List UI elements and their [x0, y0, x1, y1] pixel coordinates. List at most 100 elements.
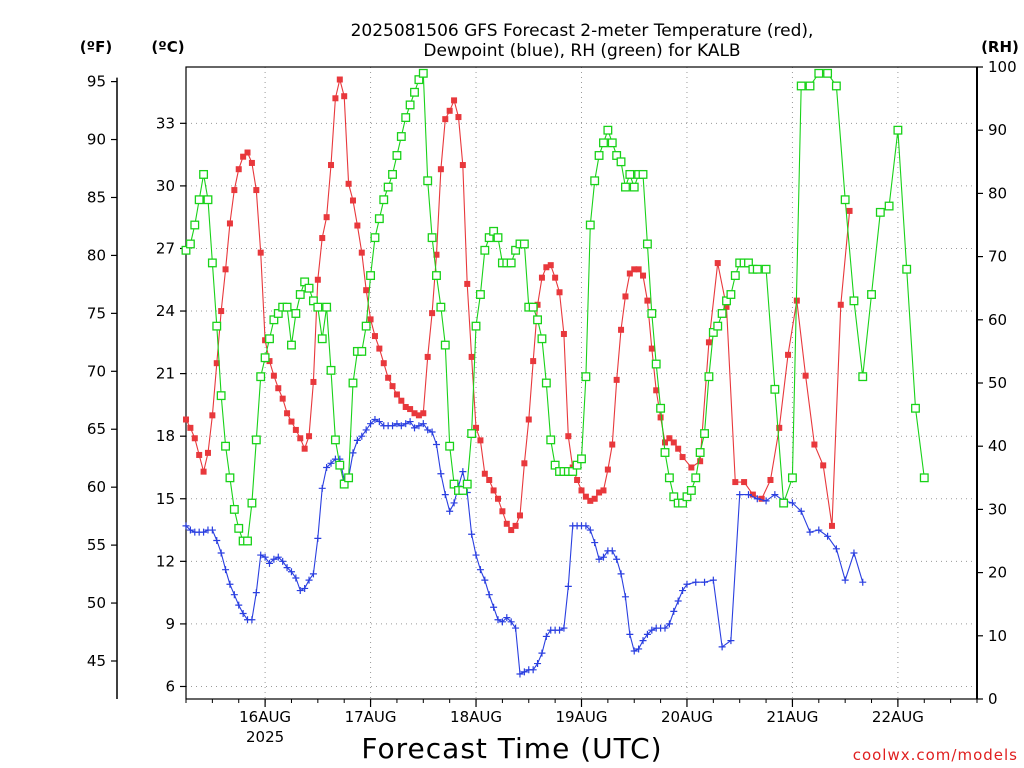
temperature-point — [455, 114, 462, 121]
rh-point — [282, 302, 292, 312]
rh-point — [664, 473, 674, 483]
rh-point — [893, 125, 903, 135]
dewpoint-point — [832, 545, 840, 553]
dewpoint-point — [327, 459, 335, 467]
dewpoint-point — [806, 528, 814, 536]
temperature-point — [600, 487, 607, 494]
temperature-point — [622, 293, 629, 300]
rh-point — [686, 485, 696, 495]
temperature-point — [626, 270, 633, 277]
dewpoint-point — [472, 551, 480, 559]
rh-point — [326, 365, 336, 375]
temperature-point — [345, 180, 352, 187]
rh-point — [357, 346, 367, 356]
dewpoint-point — [406, 418, 414, 426]
temperature-point — [464, 280, 471, 287]
dewpoint-point — [485, 591, 493, 599]
dewpoint-point — [542, 632, 550, 640]
dewpoint-point — [358, 432, 366, 440]
temperature-point — [354, 222, 361, 229]
temperature-point — [530, 358, 537, 365]
dewpoint-point — [481, 576, 489, 584]
dewpoint-point — [441, 491, 449, 499]
temperature-point — [802, 372, 809, 379]
dewpoint-point — [323, 463, 331, 471]
dewpoint-point — [248, 616, 256, 624]
temperature-point — [257, 249, 264, 256]
rh-tick-label: 30 — [988, 500, 1007, 518]
temperature-point — [811, 441, 818, 448]
rh-tick-label: 50 — [988, 374, 1007, 392]
temperature-point — [679, 454, 686, 461]
rh-point — [770, 384, 780, 394]
temperature-point — [648, 345, 655, 352]
rh-point — [638, 169, 648, 179]
rh-point — [911, 403, 920, 413]
dewpoint-point — [507, 618, 515, 626]
temperature-point — [512, 522, 519, 529]
series-layer — [181, 68, 929, 678]
rh-point — [919, 473, 929, 483]
dewpoint-point — [186, 526, 194, 534]
temperature-point — [196, 451, 203, 458]
dewpoint-point — [701, 578, 709, 586]
dewpoint-point — [230, 591, 238, 599]
rh-point — [234, 523, 244, 533]
fahrenheit-tick-label: 90 — [87, 131, 106, 149]
rh-point — [713, 321, 723, 331]
dewpoint-point — [582, 522, 590, 530]
temperature-point — [411, 410, 418, 417]
title-line-1: 2025081506 GFS Forecast 2-meter Temperat… — [351, 21, 814, 41]
rh-point — [291, 309, 301, 318]
rh-tick-label: 20 — [988, 564, 1007, 582]
dewpoint-point — [709, 576, 717, 584]
rh-point — [260, 353, 270, 363]
temperature-point — [402, 403, 409, 410]
rh-point — [467, 429, 477, 439]
dewpoint-point — [265, 559, 273, 567]
dewpoint-point — [437, 470, 445, 478]
chart-title: 2025081506 GFS Forecast 2-meter Temperat… — [351, 21, 814, 61]
x-tick-label: 18AUG — [450, 708, 502, 726]
temperature-point — [226, 220, 233, 227]
temperature-point — [275, 385, 282, 392]
dewpoint-point — [797, 507, 805, 515]
rh-point — [471, 321, 481, 331]
temperature-point — [446, 107, 453, 114]
dewpoint-point — [586, 526, 594, 534]
dewpoint-point — [788, 499, 796, 507]
dewpoint-point — [503, 614, 511, 622]
gridlines — [186, 67, 977, 699]
fahrenheit-tick-label: 85 — [87, 188, 106, 206]
rh-point — [546, 435, 556, 445]
dewpoint-point — [393, 420, 401, 428]
temperature-point — [657, 414, 664, 421]
temperature-point — [371, 333, 378, 340]
dewpoint-point — [560, 624, 568, 632]
dewpoint-point — [564, 582, 572, 590]
temperature-point — [358, 249, 365, 256]
dewpoint-point — [459, 468, 467, 476]
rh-point — [423, 176, 433, 186]
temperature-point — [363, 287, 370, 294]
dewpoint-point — [490, 603, 498, 611]
temperature-point — [846, 207, 853, 214]
dewpoint-point — [736, 491, 744, 499]
fahrenheit-tick-label: 65 — [87, 420, 106, 438]
rh-point — [265, 334, 274, 344]
temperature-point — [235, 166, 242, 173]
x-tick-label: 20AUG — [661, 708, 713, 726]
dewpoint-point — [283, 564, 291, 572]
temperature-point — [574, 476, 581, 483]
rh-point — [779, 498, 789, 508]
dewpoint-point — [296, 587, 304, 595]
temperature-point — [398, 397, 405, 404]
dewpoint-point — [476, 566, 484, 574]
rh-point — [849, 296, 859, 306]
temperature-point — [301, 445, 308, 452]
temperature-point — [714, 260, 721, 267]
rh-point — [361, 321, 371, 331]
rh-point — [221, 441, 230, 451]
temperature-point — [420, 410, 427, 417]
axes: 45 50 55 60 65 70 75 80 85 90 95 6 9 12 15 18 21 24 27 30 33… — [87, 58, 1017, 746]
